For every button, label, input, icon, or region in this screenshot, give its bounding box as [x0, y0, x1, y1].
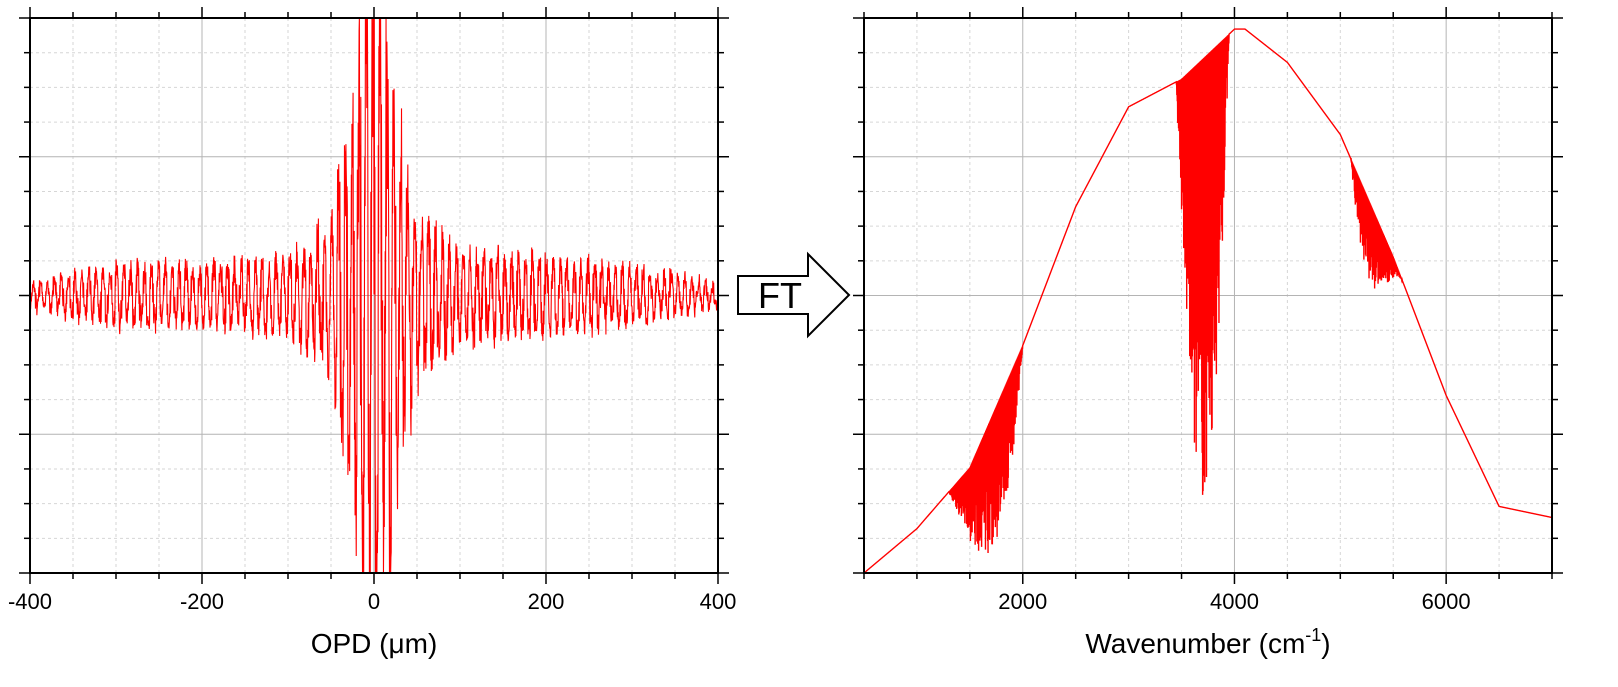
interferogram-x-tick-label: 400: [700, 589, 737, 614]
interferogram-x-tick-label: 0: [368, 589, 380, 614]
ft-arrow-shape: [737, 251, 851, 339]
interferogram-x-axis-title: OPD (μm): [311, 628, 438, 659]
spectrum-series: [863, 28, 1553, 574]
spectrum-chart: 2000 4000 6000 Wavenumber (cm-1): [853, 7, 1563, 659]
interferogram-line: [29, 17, 719, 574]
interferogram-x-tick-label: 200: [528, 589, 565, 614]
spectrum-x-axis-title-main: Wavenumber (cm: [1085, 628, 1305, 659]
spectrum-x-axis-title: Wavenumber (cm-1): [1085, 625, 1330, 659]
interferogram-x-tick-label: -200: [180, 589, 224, 614]
spectrum-x-tick-label: 6000: [1422, 589, 1471, 614]
spectrum-x-tick-label: 2000: [998, 589, 1047, 614]
interferogram-ticks: -400 -200 0 200 400: [8, 7, 736, 614]
interferogram-series: [29, 17, 719, 574]
spectrum-x-axis-title-suffix: ): [1321, 628, 1330, 659]
ft-arrow: FT: [737, 251, 851, 339]
interferogram-chart: -400 -200 0 200 400 OPD (μm): [8, 7, 736, 659]
interferogram-x-tick-label: -400: [8, 589, 52, 614]
spectrum-ticks: 2000 4000 6000: [853, 7, 1563, 614]
spectrum-x-tick-label: 4000: [1210, 589, 1259, 614]
spectrum-line: [863, 28, 1553, 574]
spectrum-x-axis-title-superscript: -1: [1305, 625, 1321, 645]
ft-arrow-label: FT: [758, 275, 802, 316]
